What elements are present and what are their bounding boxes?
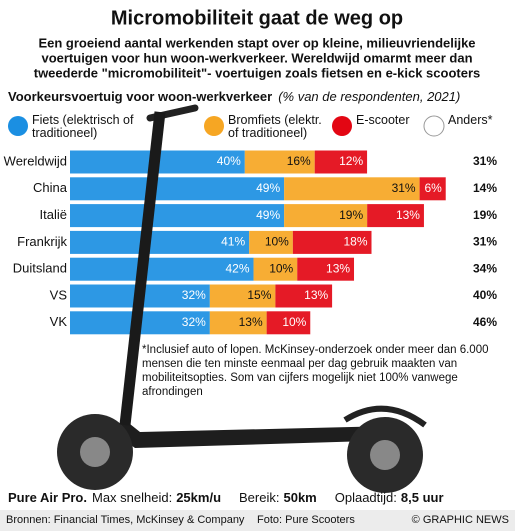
spec-value: 50km: [283, 490, 316, 505]
scooter-hub: [370, 440, 400, 470]
legend-label: E-scooter: [356, 113, 410, 127]
bar-segment: [445, 177, 507, 201]
footnote: *Inclusief auto of lopen. McKinsey-onder…: [142, 344, 489, 398]
bar-segment: [423, 204, 507, 228]
value-label: 42%: [226, 261, 250, 275]
value-label: 10%: [282, 315, 306, 329]
bar-segment: [292, 230, 372, 254]
legend-marker: [423, 115, 445, 137]
bar-segment: [266, 311, 311, 335]
value-label: 32%: [182, 315, 206, 329]
value-label: 49%: [256, 208, 280, 222]
category-label: Frankrijk: [17, 234, 67, 249]
scooter-hub: [80, 437, 110, 467]
value-label: 13%: [396, 208, 420, 222]
subtitle: Een groeiend aantal werkenden stapt over…: [38, 35, 475, 50]
bar-segment: [367, 150, 503, 174]
footer-band: [0, 510, 515, 531]
legend-marker: [332, 116, 352, 136]
photo-credit: Foto: Pure Scooters: [257, 514, 355, 526]
value-label: 19%: [473, 208, 497, 222]
subtitle: voertuigen voor hun woon-werkverkeer. We…: [41, 50, 472, 65]
value-label: 34%: [473, 261, 497, 275]
credit: © GRAPHIC NEWS: [412, 514, 509, 526]
bar-segment: [297, 257, 355, 281]
spec-value: 25km/u: [176, 490, 221, 505]
value-label: 40%: [473, 288, 497, 302]
scooter-stem: [119, 111, 166, 426]
category-label: Wereldwijd: [4, 153, 67, 168]
title: Micromobiliteit gaat de weg op: [111, 7, 403, 29]
bar-segment: [367, 204, 424, 228]
bar-segment: [244, 150, 315, 174]
legend-marker: [8, 116, 28, 136]
bar-segment: [284, 177, 420, 201]
bar-segment: [253, 257, 298, 281]
value-label: 31%: [473, 235, 497, 249]
value-label: 6%: [424, 181, 442, 195]
value-label: 40%: [217, 154, 241, 168]
legend-label: Anders*: [448, 113, 493, 127]
legend-marker: [204, 116, 224, 136]
value-label: 10%: [265, 235, 289, 249]
bar-segment: [70, 177, 285, 201]
value-label: 10%: [269, 261, 293, 275]
bar-segment: [310, 311, 512, 335]
bar-segment: [70, 204, 285, 228]
heading-text: Voorkeursvoertuig voor woon-werkverkeer: [8, 89, 272, 104]
bar-segment: [314, 150, 368, 174]
spec-label: Bereik:: [239, 490, 279, 505]
value-label: 19%: [339, 208, 363, 222]
value-label: 15%: [247, 288, 271, 302]
sources: Bronnen: Financial Times, McKinsey & Com…: [6, 514, 245, 526]
value-label: 13%: [304, 288, 328, 302]
value-label: 13%: [239, 315, 263, 329]
value-label: 18%: [343, 235, 367, 249]
heading: Voorkeursvoertuig voor woon-werkverkeer (…: [8, 89, 460, 104]
legend-label: Fiets (elektrisch of traditioneel): [32, 113, 134, 140]
value-label: 46%: [473, 315, 497, 329]
spec-label: Oplaadtijd:: [335, 490, 397, 505]
bar-segment: [70, 257, 254, 281]
value-label: 41%: [221, 235, 245, 249]
value-label: 49%: [256, 181, 280, 195]
bar-segment: [284, 204, 368, 228]
subtitle: tweederde "micromobiliteit"- voertuigen …: [34, 65, 481, 80]
category-label: VK: [50, 314, 68, 329]
bar-segment: [209, 311, 267, 335]
category-label: Italië: [40, 207, 67, 222]
bar-segment: [70, 230, 250, 254]
value-label: 31%: [473, 154, 497, 168]
bar-segment: [275, 284, 333, 308]
bar-segment: [249, 230, 293, 254]
legend-label: Bromfiets (elektr. of traditioneel): [228, 113, 322, 140]
scooter-deck: [110, 420, 405, 448]
value-label: 31%: [392, 181, 416, 195]
heading-note: (% van de respondenten, 2021): [278, 89, 460, 104]
value-label: 12%: [339, 154, 363, 168]
spec-model: Pure Air Pro.: [8, 490, 87, 505]
value-label: 14%: [473, 181, 497, 195]
bar-segment: [371, 230, 507, 254]
spec-value: 8,5 uur: [401, 490, 444, 505]
bar-segment: [419, 177, 446, 201]
bar-segment: [332, 284, 507, 308]
value-label: 16%: [287, 154, 311, 168]
scooter-fender: [343, 405, 427, 428]
bar-segment: [354, 257, 503, 281]
scooter-photo: [57, 104, 423, 493]
category-label: China: [33, 180, 68, 195]
category-label: Duitsland: [13, 261, 67, 276]
bar-segment: [209, 284, 276, 308]
spec-label: Max snelheid:: [92, 490, 172, 505]
specs: Pure Air Pro. Max snelheid: 25km/u Bereik: 5…: [8, 490, 444, 505]
category-label: VS: [50, 287, 68, 302]
value-label: 32%: [182, 288, 206, 302]
value-label: 13%: [326, 261, 350, 275]
